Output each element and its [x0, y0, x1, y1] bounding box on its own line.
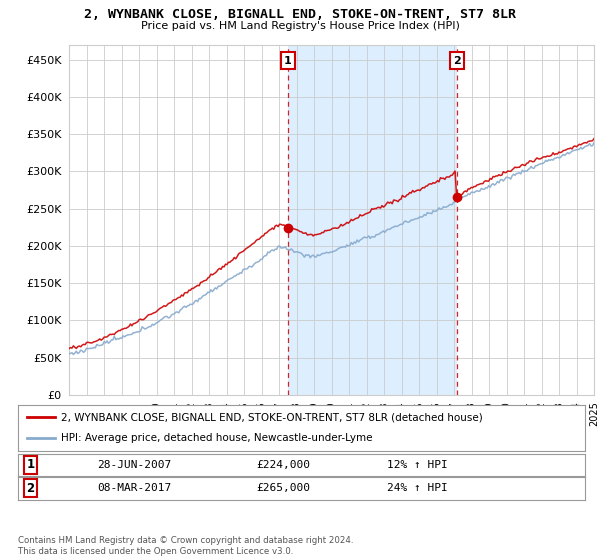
Text: 08-MAR-2017: 08-MAR-2017 [97, 483, 172, 493]
Text: 28-JUN-2007: 28-JUN-2007 [97, 460, 172, 470]
Text: Contains HM Land Registry data © Crown copyright and database right 2024.
This d: Contains HM Land Registry data © Crown c… [18, 536, 353, 556]
Text: £265,000: £265,000 [256, 483, 310, 493]
Text: 2, WYNBANK CLOSE, BIGNALL END, STOKE-ON-TRENT, ST7 8LR: 2, WYNBANK CLOSE, BIGNALL END, STOKE-ON-… [84, 8, 516, 21]
Text: 1: 1 [284, 55, 292, 66]
Text: 12% ↑ HPI: 12% ↑ HPI [386, 460, 448, 470]
Text: Price paid vs. HM Land Registry's House Price Index (HPI): Price paid vs. HM Land Registry's House … [140, 21, 460, 31]
Text: HPI: Average price, detached house, Newcastle-under-Lyme: HPI: Average price, detached house, Newc… [61, 433, 372, 444]
Text: £224,000: £224,000 [256, 460, 310, 470]
Bar [287, 45, 457, 395]
Text: 24% ↑ HPI: 24% ↑ HPI [386, 483, 448, 493]
Text: 2: 2 [26, 482, 35, 495]
Text: 2, WYNBANK CLOSE, BIGNALL END, STOKE-ON-TRENT, ST7 8LR (detached house): 2, WYNBANK CLOSE, BIGNALL END, STOKE-ON-… [61, 412, 482, 422]
Text: 2: 2 [453, 55, 461, 66]
Text: 1: 1 [26, 458, 35, 472]
